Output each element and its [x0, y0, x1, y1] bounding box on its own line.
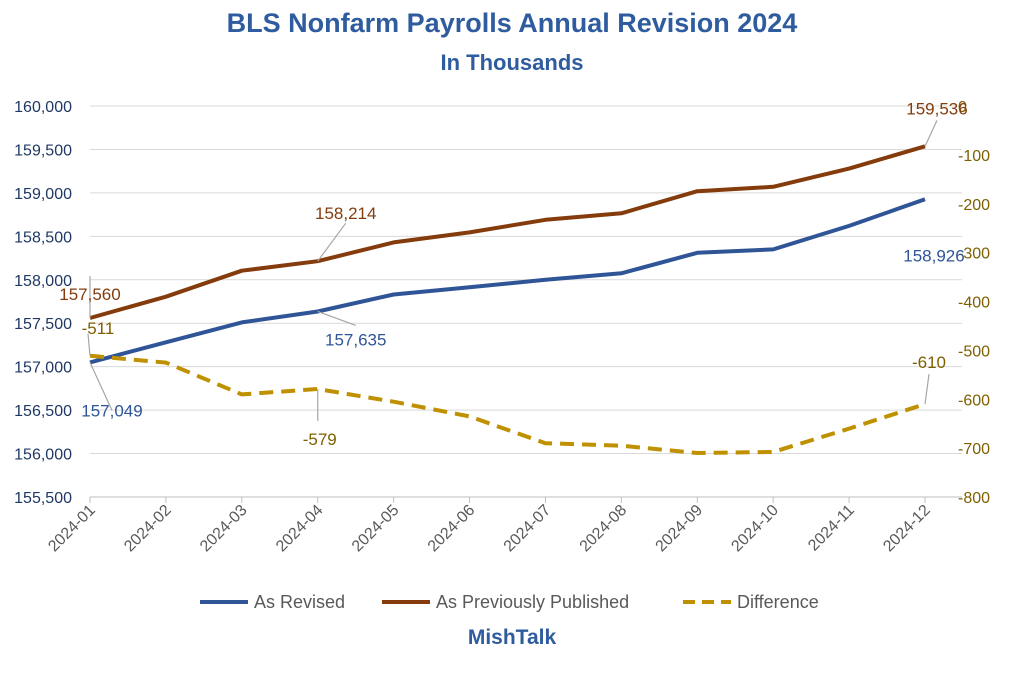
data-label: -511: [82, 319, 115, 338]
series-line-difference: [89, 353, 926, 455]
annotation-leader: [89, 362, 113, 411]
data-label: 157,635: [325, 330, 386, 349]
brand-label: MishTalk: [467, 626, 557, 649]
y-right-tick-label: -200: [958, 197, 990, 214]
x-tick-label: 2024-03: [197, 502, 251, 556]
y-left-tick-label: 155,500: [14, 490, 72, 507]
series-line-as-previously-published: [89, 144, 926, 320]
annotation-leader: [317, 222, 347, 262]
y-left-tick-label: 160,000: [14, 99, 72, 116]
y-left-tick-label: 156,500: [14, 403, 72, 420]
x-tick-label: 2024-09: [653, 502, 707, 556]
legend-label: As Revised: [254, 592, 345, 612]
y-left-tick-label: 156,000: [14, 447, 72, 464]
y-right-tick-label: -800: [958, 490, 990, 507]
annotation-leader: [87, 333, 91, 356]
x-tick-label: 2024-02: [121, 502, 175, 556]
x-tick-label: 2024-01: [45, 502, 99, 556]
y-right-tick-label: -300: [958, 246, 990, 263]
series-line-as-revised: [89, 197, 926, 365]
x-tick-label: 2024-08: [577, 502, 631, 556]
x-tick-label: 2024-10: [728, 502, 782, 556]
y-right-tick-label: -700: [958, 441, 990, 458]
y-right-tick-label: -500: [958, 343, 990, 360]
x-tick-label: 2024-05: [349, 502, 403, 556]
x-tick-label: 2024-07: [501, 502, 555, 556]
y-left-tick-label: 159,000: [14, 186, 72, 203]
data-label: 157,049: [81, 401, 142, 420]
annotation-leader: [924, 120, 938, 147]
legend-label: Difference: [737, 592, 819, 612]
y-left-tick-label: 158,000: [14, 273, 72, 290]
y-right-tick-label: -100: [958, 148, 990, 165]
y-left-tick-label: 157,500: [14, 316, 72, 333]
y-right-tick-label: 0: [958, 99, 967, 116]
annotation-leader: [317, 310, 356, 327]
x-tick-label: 2024-06: [425, 502, 479, 556]
chart-title: BLS Nonfarm Payrolls Annual Revision 202…: [226, 8, 798, 38]
y-right-tick-label: -600: [958, 392, 990, 409]
x-tick-label: 2024-12: [880, 502, 934, 556]
y-right-tick-label: -400: [958, 295, 990, 312]
data-label: 159,536: [906, 99, 967, 118]
annotation-leader: [924, 374, 930, 405]
y-left-tick-label: 157,000: [14, 360, 72, 377]
data-label: -610: [912, 353, 946, 372]
x-tick-label: 2024-04: [273, 502, 327, 556]
legend-label: As Previously Published: [436, 592, 629, 612]
y-left-tick-label: 159,500: [14, 142, 72, 159]
data-label: -579: [303, 430, 337, 449]
data-label: 157,560: [59, 285, 120, 304]
y-left-tick-label: 158,500: [14, 229, 72, 246]
data-label: 158,926: [903, 246, 964, 265]
data-label: 158,214: [315, 204, 376, 223]
x-tick-label: 2024-11: [805, 502, 858, 555]
chart-subtitle: In Thousands: [440, 50, 584, 75]
